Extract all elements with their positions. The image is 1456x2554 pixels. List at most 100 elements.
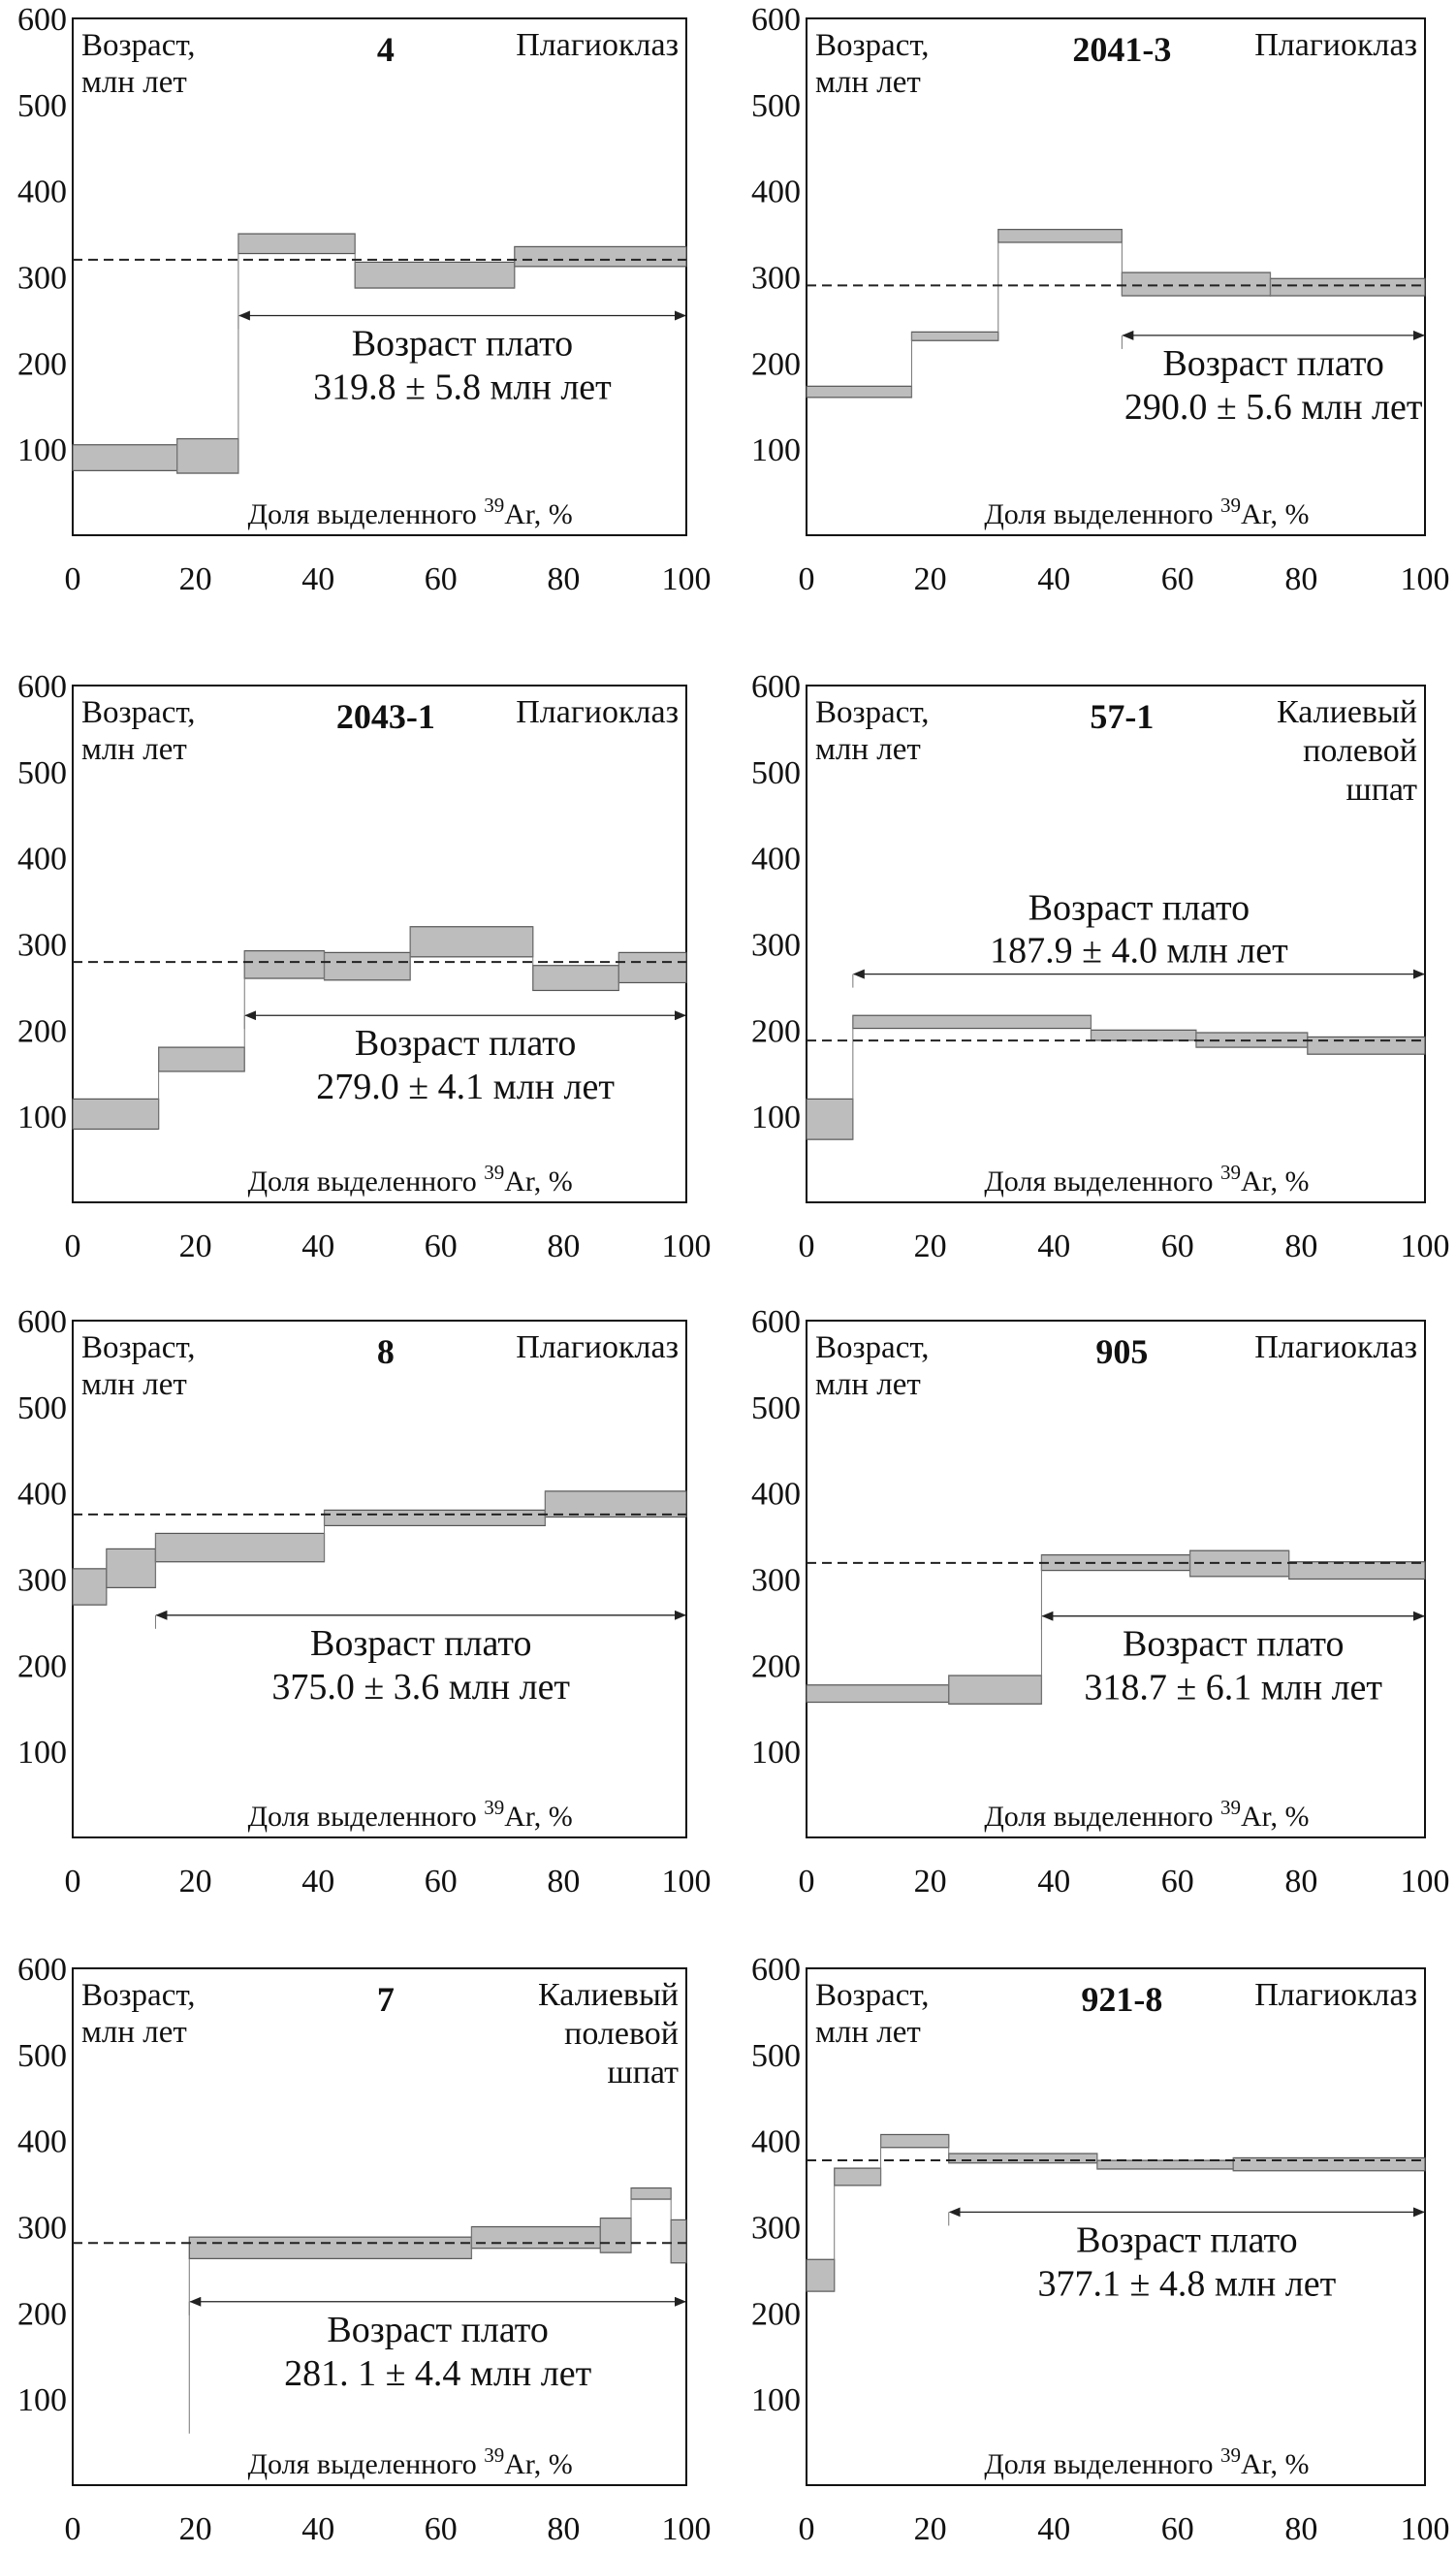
step-box bbox=[323, 1509, 547, 1527]
y-tick-label: 400 bbox=[17, 842, 67, 878]
y-axis-label-units: млн лет bbox=[815, 65, 921, 100]
step-box bbox=[1288, 1561, 1426, 1580]
step-box bbox=[834, 2167, 882, 2187]
x-tick-label: 20 bbox=[179, 1229, 212, 1264]
x-axis-label: Доля выделенного 39Ar, % bbox=[248, 494, 573, 530]
step-box bbox=[1090, 1029, 1197, 1041]
x-tick-label: 0 bbox=[65, 561, 81, 597]
step-box bbox=[470, 2225, 601, 2250]
x-axis-label: Доля выделенного 39Ar, % bbox=[248, 1161, 573, 1197]
step-box bbox=[409, 926, 534, 958]
y-tick-label: 100 bbox=[751, 1735, 801, 1771]
y-tick-label: 100 bbox=[17, 1100, 67, 1135]
y-axis-label-units: млн лет bbox=[81, 1367, 187, 1402]
mineral-label: Плагиоклаз bbox=[1254, 1329, 1417, 1365]
y-tick-label: 300 bbox=[751, 261, 801, 297]
mineral-label: Плагиоклаз bbox=[516, 27, 679, 63]
mineral-label: полевой bbox=[1303, 733, 1417, 769]
step-box bbox=[188, 2236, 473, 2259]
x-tick-label: 40 bbox=[1037, 1864, 1070, 1900]
x-axis-label: Доля выделенного 39Ar, % bbox=[984, 1161, 1309, 1197]
y-tick-label: 600 bbox=[17, 1952, 67, 1988]
plot-frame bbox=[72, 17, 687, 536]
sample-label: 905 bbox=[1095, 1332, 1148, 1371]
step-box bbox=[806, 1098, 854, 1140]
y-tick-label: 600 bbox=[17, 669, 67, 705]
sample-label: 7 bbox=[377, 1980, 395, 2019]
y-tick-label: 200 bbox=[751, 1648, 801, 1684]
chart-panel-905: 100 200 300 400 500 600 0 20 40 60 80 100 Возраст,мл… bbox=[751, 1304, 1450, 1900]
x-tick-label: 40 bbox=[1037, 2511, 1070, 2547]
y-axis-label-units: млн лет bbox=[815, 1367, 921, 1402]
step-box bbox=[806, 2258, 836, 2292]
y-tick-label: 600 bbox=[751, 1304, 801, 1340]
step-box bbox=[948, 1675, 1043, 1705]
plateau-label: Возраст плато bbox=[1123, 1624, 1344, 1665]
plateau-label: Возраст плато bbox=[1029, 888, 1250, 929]
plateau-value: 318.7 ± 6.1 млн лет bbox=[1084, 1668, 1382, 1708]
step-box bbox=[599, 2218, 632, 2253]
y-tick-label: 100 bbox=[17, 432, 67, 468]
step-box bbox=[243, 950, 326, 979]
step-box bbox=[852, 1014, 1092, 1030]
x-axis-label: Доля выделенного 39Ar, % bbox=[984, 2443, 1309, 2480]
y-tick-label: 200 bbox=[17, 2296, 67, 2332]
x-tick-label: 80 bbox=[547, 1864, 580, 1900]
step-box bbox=[176, 437, 239, 474]
step-box bbox=[948, 2153, 1098, 2164]
plateau-value: 187.9 ± 4.0 млн лет bbox=[990, 931, 1288, 972]
x-tick-label: 40 bbox=[1037, 561, 1070, 597]
x-tick-label: 20 bbox=[179, 1864, 212, 1900]
y-tick-label: 100 bbox=[17, 2382, 67, 2418]
y-tick-label: 500 bbox=[751, 1390, 801, 1426]
x-tick-label: 0 bbox=[65, 1864, 81, 1900]
y-tick-label: 400 bbox=[751, 1477, 801, 1513]
step-box bbox=[354, 261, 516, 289]
y-tick-label: 600 bbox=[751, 2, 801, 38]
step-box bbox=[806, 1684, 950, 1704]
step-box bbox=[670, 2219, 687, 2264]
y-tick-label: 500 bbox=[751, 88, 801, 124]
x-tick-label: 60 bbox=[1161, 1229, 1194, 1264]
x-tick-label: 80 bbox=[1284, 1229, 1317, 1264]
x-tick-label: 0 bbox=[799, 1864, 815, 1900]
chart-panel-57-1: 100 200 300 400 500 600 0 20 40 60 80 100 Возраст,мл… bbox=[751, 669, 1450, 1264]
plateau-value: 290.0 ± 5.6 млн лет bbox=[1124, 387, 1423, 428]
y-tick-label: 200 bbox=[751, 2296, 801, 2332]
step-box bbox=[1121, 271, 1272, 297]
y-tick-label: 400 bbox=[751, 2124, 801, 2160]
y-axis-label: Возраст, bbox=[815, 1978, 930, 2013]
x-tick-label: 80 bbox=[1284, 2511, 1317, 2547]
x-tick-label: 20 bbox=[914, 1229, 947, 1264]
plateau-value: 375.0 ± 3.6 млн лет bbox=[271, 1667, 570, 1708]
x-tick-label: 100 bbox=[662, 2511, 712, 2547]
x-tick-label: 100 bbox=[662, 1864, 712, 1900]
mineral-label: шпат bbox=[1346, 772, 1418, 808]
mineral-label: шпат bbox=[608, 2055, 680, 2091]
plateau-label: Возраст плато bbox=[352, 323, 573, 364]
x-tick-label: 0 bbox=[799, 2511, 815, 2547]
x-tick-label: 40 bbox=[301, 561, 334, 597]
mineral-label: Калиевый bbox=[1277, 694, 1417, 730]
x-axis-label: Доля выделенного 39Ar, % bbox=[248, 1796, 573, 1833]
y-tick-label: 400 bbox=[751, 175, 801, 210]
step-box bbox=[910, 331, 999, 341]
y-axis-label-units: млн лет bbox=[815, 2015, 921, 2050]
y-tick-label: 100 bbox=[751, 2382, 801, 2418]
y-tick-label: 400 bbox=[17, 175, 67, 210]
x-axis-label: Доля выделенного 39Ar, % bbox=[984, 1796, 1309, 1833]
y-tick-label: 100 bbox=[751, 1100, 801, 1135]
x-tick-label: 80 bbox=[547, 2511, 580, 2547]
step-box bbox=[72, 1098, 160, 1131]
step-box bbox=[323, 951, 411, 981]
y-tick-label: 300 bbox=[17, 928, 67, 964]
plateau-label: Возраст плато bbox=[1076, 2219, 1297, 2260]
step-box bbox=[158, 1046, 245, 1072]
mineral-label: Плагиоклаз bbox=[516, 694, 679, 730]
chart-panel-2041-3: 100 200 300 400 500 600 0 20 40 60 80 100 Возраст,мл… bbox=[751, 2, 1450, 597]
plot-frame bbox=[806, 685, 1426, 1203]
chart-panel-8: 100 200 300 400 500 600 0 20 40 60 80 100 Возраст,мл… bbox=[17, 1304, 712, 1900]
y-tick-label: 300 bbox=[17, 1563, 67, 1599]
step-box bbox=[997, 229, 1123, 243]
